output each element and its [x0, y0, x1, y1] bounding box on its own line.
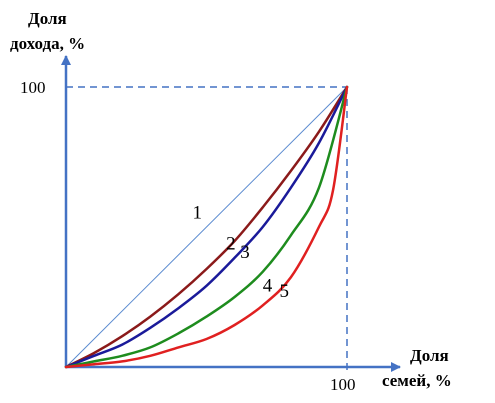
x-tick-label-100: 100: [330, 375, 356, 394]
series-label-4: 4: [263, 275, 273, 296]
series-line-1: [65, 86, 348, 368]
series-label-2: 2: [226, 233, 236, 254]
axes: [61, 55, 401, 372]
y-tick-label-100: 100: [20, 78, 46, 97]
series-label-5: 5: [280, 281, 290, 302]
x-axis-label-line-2: семей, %: [382, 371, 452, 390]
series-line-5: [64, 85, 349, 369]
x-axis-label-line-1: Доля: [410, 346, 449, 365]
series-line-2: [64, 85, 349, 369]
series-group: [64, 85, 349, 369]
guide-lines: [66, 86, 348, 373]
series-line-4: [64, 85, 349, 369]
series-label-3: 3: [240, 242, 250, 263]
y-axis-label-line-1: Доля: [28, 9, 67, 28]
series-line-3: [64, 85, 349, 369]
series-label-1: 1: [192, 203, 202, 224]
y-axis-label-line-2: дохода, %: [10, 34, 85, 53]
series-labels: 1 2 34 5: [192, 203, 289, 302]
